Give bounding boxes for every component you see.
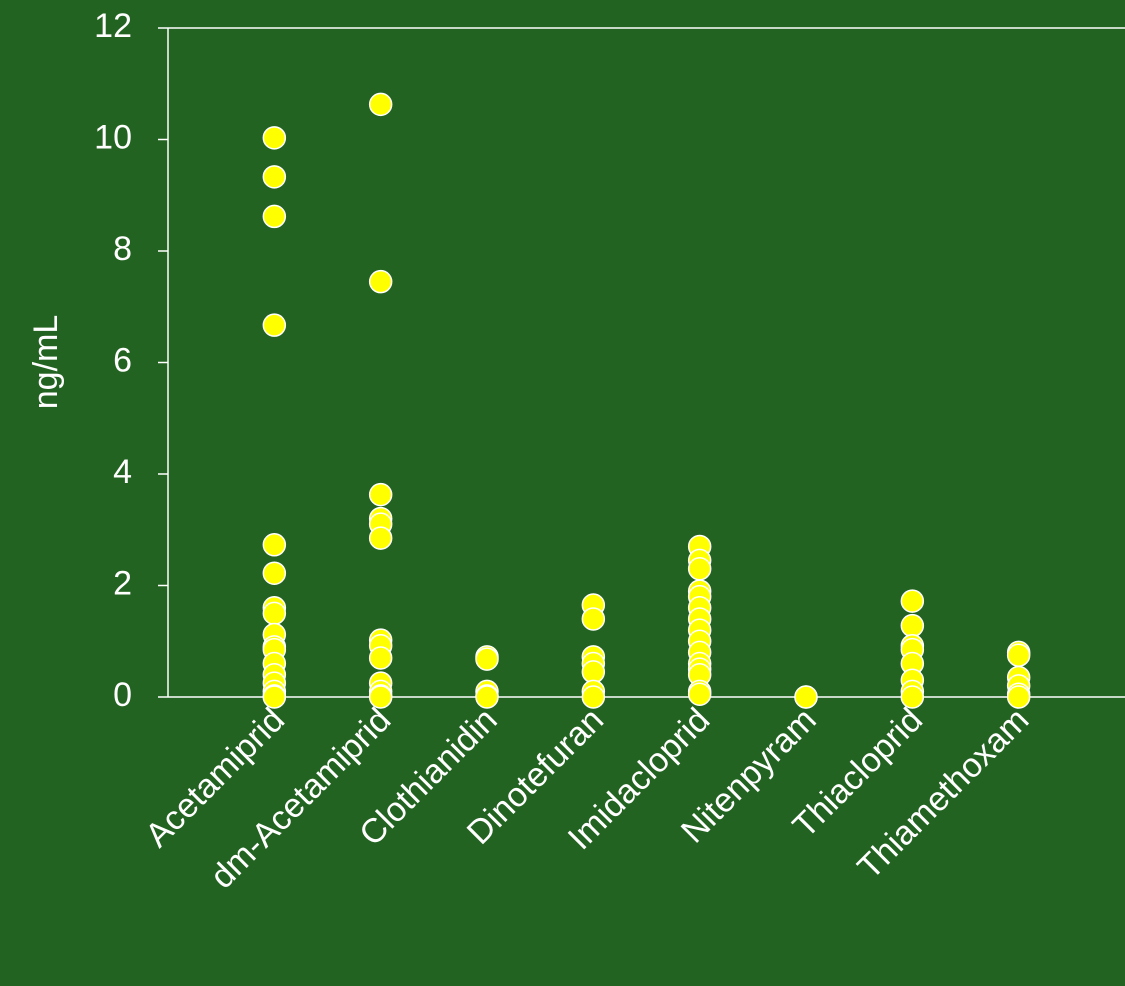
y-tick-label: 8	[113, 230, 132, 268]
point	[687, 682, 712, 706]
y-tick-label: 6	[113, 341, 132, 379]
point	[1006, 643, 1031, 667]
point	[581, 660, 606, 684]
point	[475, 647, 499, 671]
point	[368, 482, 393, 507]
point	[900, 685, 925, 709]
point	[794, 685, 818, 709]
point	[262, 601, 287, 626]
point	[262, 126, 287, 150]
point	[581, 685, 606, 709]
y-tick-label: 12	[94, 7, 132, 45]
point	[262, 561, 287, 585]
point	[900, 613, 925, 638]
point	[900, 589, 925, 613]
y-tick-label: 2	[113, 564, 132, 602]
point	[581, 607, 606, 631]
point	[368, 646, 393, 670]
point	[262, 165, 287, 189]
point	[368, 269, 393, 294]
y-axis-label: ng/mL	[27, 315, 65, 410]
point	[368, 92, 393, 117]
point	[687, 557, 712, 581]
y-tick-label: 4	[113, 453, 132, 491]
point	[368, 685, 393, 709]
point	[262, 313, 287, 337]
point	[475, 685, 499, 709]
point	[262, 533, 287, 557]
point	[262, 685, 287, 709]
point	[368, 526, 393, 550]
point	[1006, 685, 1031, 709]
y-tick-label: 10	[94, 118, 132, 156]
y-tick-label: 0	[113, 676, 132, 714]
point	[262, 204, 287, 229]
